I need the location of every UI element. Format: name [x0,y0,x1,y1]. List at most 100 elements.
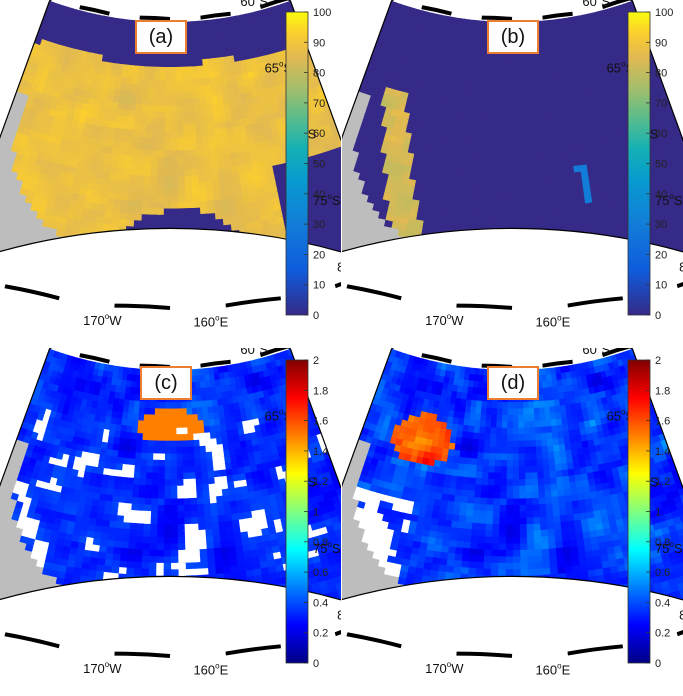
heatmap-cell [588,240,600,250]
heatmap-cell [168,214,179,222]
heatmap-cell [678,273,683,283]
heatmap-cell [168,169,178,177]
heatmap-cell [264,257,276,266]
heatmap-cell [77,279,89,287]
heatmap-cell [232,261,244,267]
heatmap-cell [162,157,171,165]
heatmap-cell [30,256,43,267]
heatmap-cell [5,257,18,267]
heatmap-cell [500,66,508,75]
frame-tick [230,5,261,16]
frame-tick [50,0,81,9]
heatmap-cell [496,208,506,216]
heatmap-cell [502,253,514,261]
heatmap-cell [254,245,266,255]
heatmap-cell [592,272,604,280]
heatmap-cell [516,99,525,107]
heatmap-cell [500,53,508,62]
heatmap-cell [96,261,108,267]
heatmap-cell [210,284,221,292]
heatmap-cell [388,260,401,267]
heatmap-cell [127,291,138,299]
heatmap-cell [154,208,164,216]
heatmap-cell [127,278,138,286]
heatmap-cell [271,249,283,259]
frame-tick [225,296,281,308]
heatmap-cell [505,54,513,62]
heatmap-cell [523,143,533,152]
colorbar-tick-label: 0 [655,310,661,322]
heatmap-cell [602,284,614,293]
heatmap-cell [511,66,519,75]
heatmap-cell [488,208,499,216]
heatmap-cell [495,221,506,229]
heatmap-cell [469,284,480,292]
heatmap-cell [530,149,540,158]
heatmap-cell [525,220,536,229]
heatmap-cell [517,144,526,152]
heatmap-cell [174,86,183,94]
heatmap-cell [543,271,554,279]
heatmap-cell [161,195,172,203]
heatmap-cell [308,268,320,277]
heatmap-cell [552,284,563,292]
heatmap-cell [202,291,213,299]
heatmap-cell [421,266,433,267]
heatmap-cell [136,259,148,267]
heatmap-cell [148,163,158,171]
heatmap-cell [209,271,220,279]
heatmap-cell [517,124,526,132]
heatmap-cell [114,244,125,253]
heatmap-cell [505,60,513,68]
heatmap-cell [230,242,242,251]
heatmap-cell [550,257,562,266]
heatmap-cell [174,79,183,87]
heatmap-cell [148,169,158,177]
heatmap-cell [180,111,189,119]
heatmap-cell [218,276,229,284]
heatmap-cell [152,285,163,292]
heatmap-cell [179,66,188,74]
heatmap-cell [191,233,202,241]
heatmap-cell [648,261,661,267]
heatmap-cell [232,255,244,264]
heatmap-cell [615,261,628,267]
heatmap-cell [463,245,475,253]
heatmap-cell [197,207,208,215]
heatmap-cell [385,279,397,288]
heatmap-cell [138,233,149,241]
heatmap-cell [182,163,192,171]
heatmap-cell [169,99,177,107]
heatmap-cell [216,257,228,266]
heatmap-cell [534,265,546,267]
heatmap-cell [609,270,621,279]
heatmap-cell [424,240,436,250]
heatmap-cell [130,232,141,241]
heatmap-cell [494,266,506,267]
heatmap-cell [488,220,499,229]
heatmap-cell [127,284,138,292]
heatmap-cell [412,264,425,267]
heatmap-cell [449,230,461,239]
heatmap-cell [175,163,185,171]
heatmap-cell [224,256,236,265]
heatmap-cell [180,105,189,113]
heatmap-cell [603,238,615,247]
heatmap-cell [143,298,154,305]
heatmap-cell [557,244,568,253]
lat-label: 60oS [582,0,610,9]
heatmap-cell [526,246,537,254]
heatmap-cell [504,124,513,132]
heatmap-cell [417,239,429,248]
heatmap-cell [176,221,187,229]
heatmap-cell [176,214,186,222]
heatmap-cell [168,259,180,267]
heatmap-cell [75,239,87,248]
heatmap-cell [526,265,538,267]
heatmap-cell [186,92,194,100]
heatmap-cell [227,282,238,290]
heatmap-cell [273,261,286,267]
heatmap-cell [375,244,388,254]
heatmap-cell [511,99,519,107]
heatmap-cell [565,243,576,252]
